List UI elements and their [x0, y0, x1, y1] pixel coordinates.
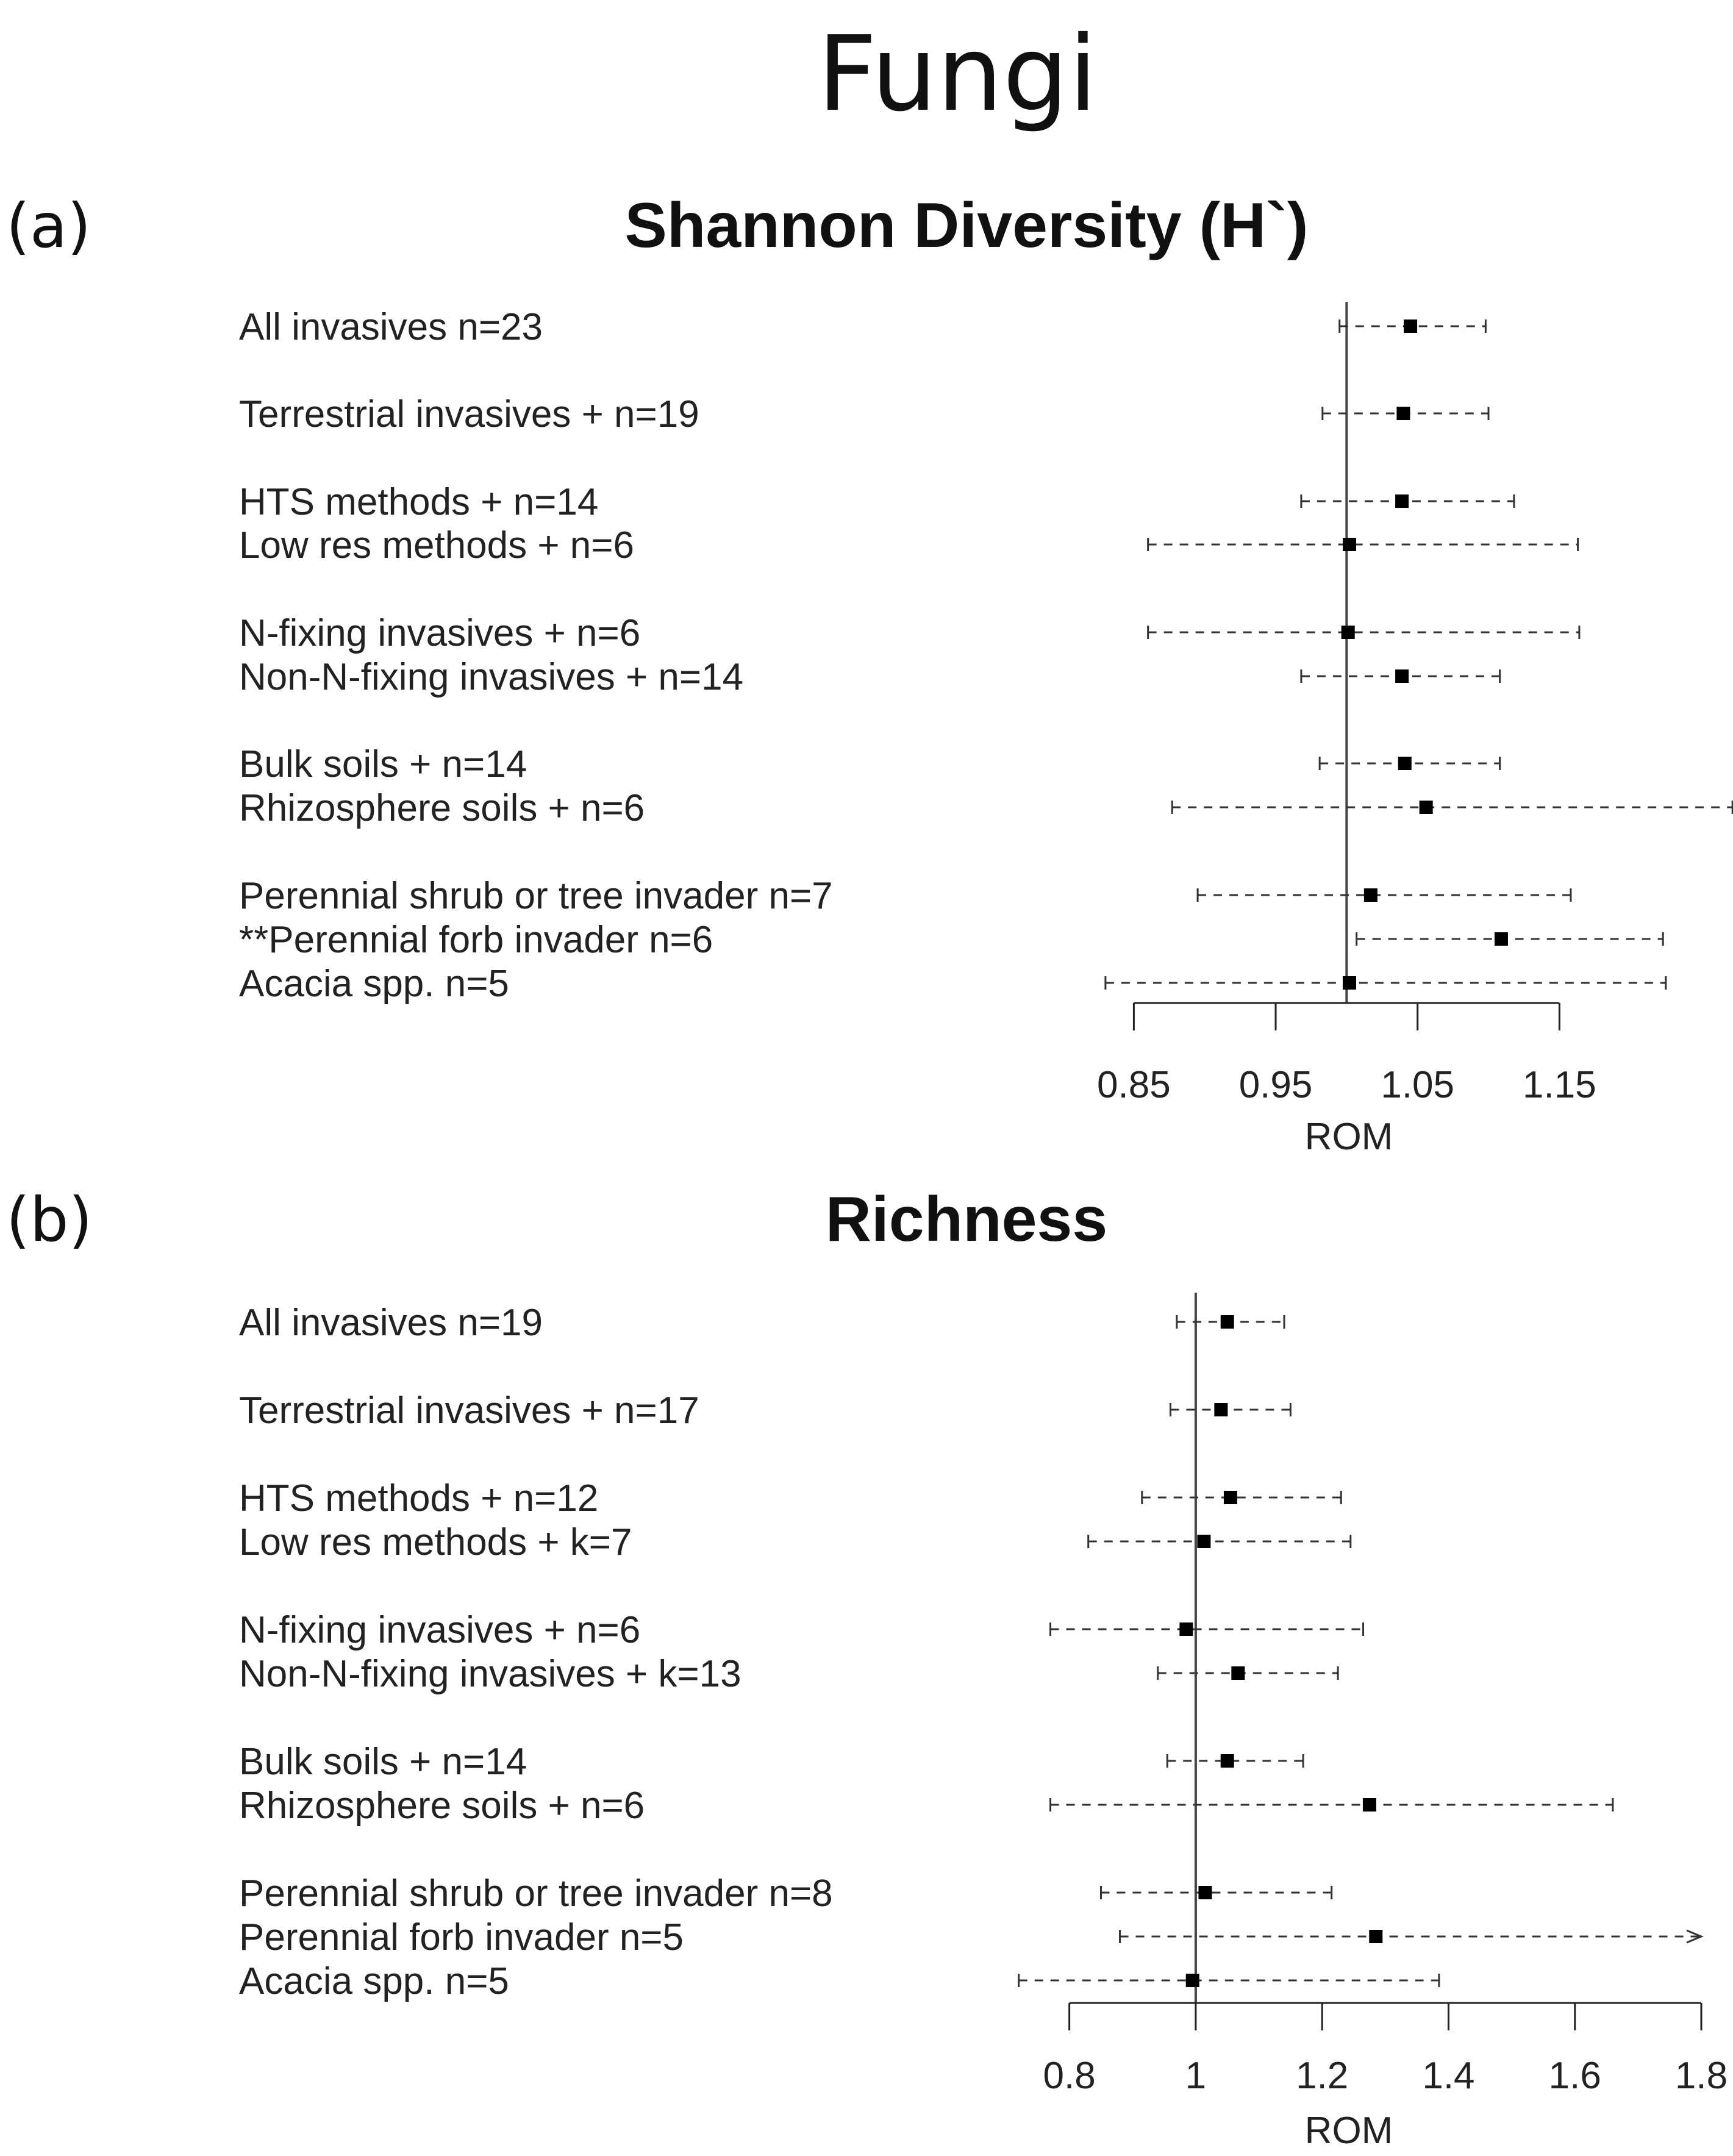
point-estimate	[1396, 407, 1410, 420]
x-tick-label: 0.8	[1043, 2055, 1096, 2097]
point-estimate	[1343, 538, 1357, 551]
row-label: N-fixing invasives + n=6	[239, 612, 640, 654]
panel-b-title: Richness	[826, 1184, 1107, 1255]
point-estimate	[1223, 1491, 1237, 1504]
row-label: Perennial forb invader n=5	[239, 1916, 684, 1958]
panel-a-x-axis-title: ROM	[1305, 1116, 1393, 1158]
panel-b-x-axis-title: ROM	[1305, 2110, 1393, 2152]
panel-b-plot: All invasives n=19 Terrestrial invasives …	[239, 1293, 1728, 2097]
x-tick-label: 1.15	[1523, 1064, 1596, 1106]
point-estimate	[1369, 1930, 1383, 1943]
panel-a-plot: All invasives n=23 Terrestrial invasives …	[239, 302, 1733, 1106]
x-tick-label: 1	[1185, 2055, 1206, 2097]
row-label: Perennial shrub or tree invader n=7	[239, 875, 833, 917]
point-estimate	[1231, 1666, 1245, 1680]
point-estimate	[1214, 1403, 1228, 1416]
panel-a-title: Shannon Diversity (H`)	[625, 190, 1309, 261]
point-estimate	[1185, 1974, 1199, 1987]
row-label: Rhizosphere soils + n=6	[239, 787, 645, 829]
row-label: Non-N-fixing invasives + n=14	[239, 656, 743, 698]
ci-upper-arrow	[1686, 1929, 1704, 1944]
figure-title: Fungi	[817, 14, 1097, 135]
row-label: **Perennial forb invader n=6	[239, 919, 713, 961]
x-tick-label: 1.05	[1381, 1064, 1454, 1106]
row-label: Bulk soils + n=14	[239, 1741, 527, 1783]
row-label: All invasives n=23	[239, 306, 543, 348]
row-label: Acacia spp. n=5	[239, 1960, 509, 2002]
row-label: Non-N-fixing invasives + k=13	[239, 1653, 741, 1695]
row-label: HTS methods + n=12	[239, 1477, 598, 1519]
point-estimate	[1398, 757, 1412, 770]
point-estimate	[1494, 932, 1508, 946]
point-estimate	[1343, 976, 1357, 990]
point-estimate	[1341, 626, 1355, 639]
row-label: Rhizosphere soils + n=6	[239, 1785, 645, 1827]
row-label: Bulk soils + n=14	[239, 743, 527, 785]
row-label: Terrestrial invasives + n=19	[239, 393, 699, 435]
row-label: HTS methods + n=14	[239, 481, 598, 523]
point-estimate	[1404, 319, 1418, 333]
x-tick-label: 1.8	[1675, 2055, 1728, 2097]
row-label: Low res methods + n=6	[239, 524, 634, 566]
point-estimate	[1395, 669, 1409, 683]
row-label: Low res methods + k=7	[239, 1521, 632, 1563]
x-tick-label: 1.6	[1549, 2055, 1601, 2097]
x-tick-label: 1.4	[1422, 2055, 1474, 2097]
point-estimate	[1395, 494, 1409, 508]
row-label: Acacia spp. n=5	[239, 963, 509, 1005]
panel-b-letter: (b)	[6, 1184, 93, 1255]
row-label: Perennial shrub or tree invader n=8	[239, 1872, 833, 1915]
point-estimate	[1197, 1535, 1211, 1548]
point-estimate	[1220, 1315, 1234, 1329]
x-tick-label: 0.95	[1239, 1064, 1313, 1106]
row-label: N-fixing invasives + n=6	[239, 1609, 640, 1651]
panel-a-letter: (a)	[6, 190, 91, 262]
point-estimate	[1363, 888, 1377, 902]
row-label: Terrestrial invasives + n=17	[239, 1390, 699, 1432]
x-tick-label: 1.2	[1296, 2055, 1348, 2097]
point-estimate	[1198, 1886, 1212, 1899]
row-label: All invasives n=19	[239, 1302, 543, 1344]
point-estimate	[1419, 801, 1433, 814]
point-estimate	[1220, 1754, 1234, 1768]
point-estimate	[1362, 1798, 1376, 1812]
point-estimate	[1179, 1622, 1193, 1636]
x-tick-label: 0.85	[1097, 1064, 1171, 1106]
